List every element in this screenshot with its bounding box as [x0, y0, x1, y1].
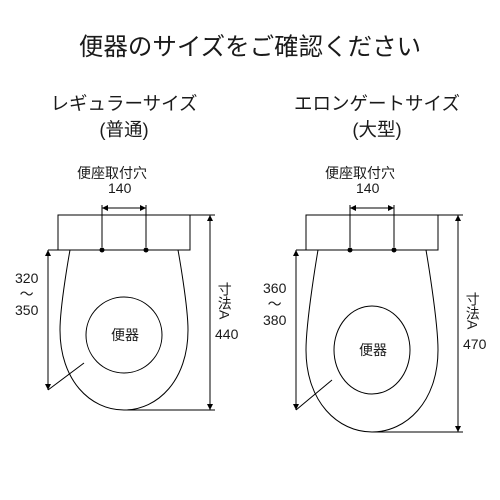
diagram-root: 便器のサイズをご確認ください レギュラーサイズ (普通) [0, 0, 500, 500]
left-sub-text: (普通) [99, 119, 148, 140]
right-height-range: 360 〜 380 [263, 280, 286, 328]
left-height-range: 320 〜 350 [15, 270, 38, 318]
right-sub-text: (大型) [352, 119, 401, 140]
right-dim-a-val: 470 [463, 336, 486, 352]
left-dim-a-label: 寸法A [217, 282, 233, 319]
left-hole-spacing: 140 [108, 180, 131, 196]
left-name-text: レギュラーサイズ [50, 93, 197, 114]
right-dim-a-label: 寸法A [465, 292, 481, 329]
main-title: 便器のサイズをご確認ください [0, 28, 500, 63]
left-size-name: レギュラーサイズ (普通) [24, 90, 224, 142]
right-hole-spacing: 140 [356, 180, 379, 196]
left-dim-a: 寸法A [217, 282, 232, 319]
left-bowl-label: 便器 [111, 325, 139, 345]
right-bowl-label: 便器 [359, 340, 387, 360]
right-name-text: エロンゲートサイズ [294, 93, 460, 114]
right-dim-a: 寸法A [465, 292, 480, 329]
left-dim-a-val: 440 [215, 326, 238, 342]
right-size-name: エロンゲートサイズ (大型) [272, 90, 482, 142]
